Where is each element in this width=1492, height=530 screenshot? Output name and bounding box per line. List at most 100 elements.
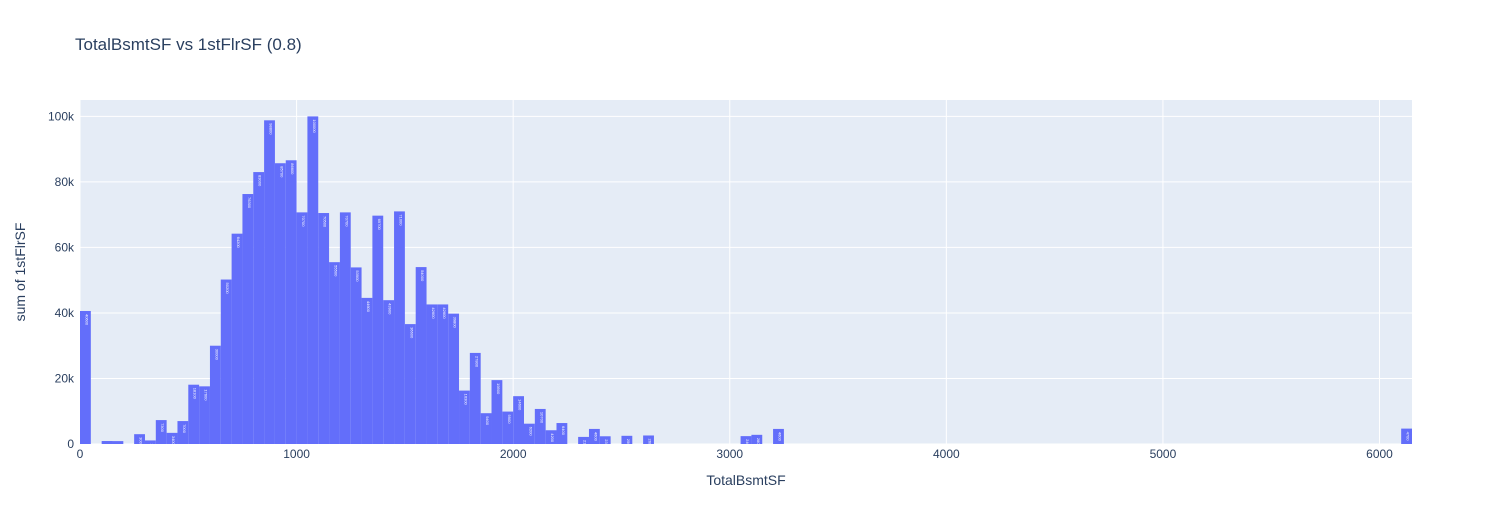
data-label: 9900	[507, 415, 512, 425]
bar	[394, 211, 405, 444]
data-label: 2359	[604, 439, 609, 449]
data-label: 7000	[182, 424, 187, 434]
bar	[101, 441, 113, 444]
bar	[643, 435, 654, 444]
bar	[253, 172, 265, 445]
data-label: 42600	[442, 307, 447, 319]
data-label: 85700	[279, 166, 284, 178]
data-label: 83000	[258, 175, 263, 187]
data-label: 69700	[377, 219, 382, 231]
y-tick-label: 40k	[55, 306, 75, 320]
x-tick-label: 1000	[283, 447, 310, 461]
bar	[491, 380, 503, 444]
bar	[372, 215, 384, 444]
bar	[274, 163, 286, 444]
bar	[415, 267, 427, 444]
data-label: 86600	[290, 163, 295, 175]
bar	[80, 310, 91, 444]
data-label: 9400	[485, 416, 490, 426]
bar	[1401, 428, 1412, 444]
bar	[209, 345, 221, 444]
bar	[426, 304, 438, 444]
data-label: 4600	[593, 432, 598, 442]
bar	[469, 352, 481, 444]
bar	[459, 390, 470, 444]
x-tick-label: 5000	[1150, 447, 1177, 461]
data-label: 14600	[518, 399, 523, 411]
bar	[285, 160, 297, 444]
y-tick-label: 60k	[55, 240, 75, 254]
bar	[383, 300, 395, 444]
data-label: 17600	[204, 389, 209, 401]
bar	[350, 267, 362, 444]
data-label: 70700	[344, 215, 349, 227]
bar	[404, 324, 416, 444]
data-label: 27800	[474, 356, 479, 368]
bar	[155, 420, 167, 444]
data-label: 70700	[301, 215, 306, 227]
bar	[534, 408, 546, 444]
bar	[242, 194, 254, 444]
bar	[437, 304, 449, 444]
data-label: 4700	[1406, 432, 1411, 442]
bar	[480, 413, 492, 444]
data-label: 40600	[84, 314, 89, 326]
data-label: 7300	[160, 423, 165, 433]
x-tick-label: 6000	[1366, 447, 1393, 461]
bar	[524, 423, 535, 444]
data-label: 64200	[236, 237, 241, 249]
data-label: 98800	[269, 123, 274, 135]
data-label: 4200	[550, 433, 555, 443]
data-label: 2164	[583, 440, 588, 450]
data-label: 6200	[528, 427, 533, 437]
bar	[588, 428, 600, 444]
bar	[740, 436, 752, 444]
bar	[199, 386, 210, 444]
data-label: 30000	[214, 349, 219, 361]
bar	[134, 434, 145, 444]
bar	[578, 436, 589, 444]
x-tick-label: 3000	[716, 447, 743, 461]
data-label: 76300	[247, 197, 252, 209]
data-label: 4600	[777, 432, 782, 442]
y-tick-label: 80k	[55, 175, 75, 189]
data-label: 55500	[333, 265, 338, 277]
data-label: 36600	[409, 327, 414, 339]
data-label: 2402	[745, 439, 750, 449]
bar	[545, 430, 557, 444]
data-label: 910	[106, 444, 111, 451]
data-label: 2600	[648, 438, 653, 448]
bar	[339, 212, 351, 444]
data-label: 2500	[626, 439, 631, 449]
bar	[166, 432, 178, 444]
bar	[556, 423, 568, 444]
bar	[329, 262, 340, 444]
data-label: 54000	[420, 270, 425, 282]
bar	[448, 313, 460, 444]
bar	[621, 435, 633, 444]
bar	[318, 213, 330, 444]
data-label: 3000	[139, 437, 144, 447]
bar	[361, 297, 373, 444]
data-label: 2800	[756, 438, 761, 448]
data-label: 886	[117, 444, 122, 451]
x-tick-label: 4000	[933, 447, 960, 461]
data-label: 16300	[463, 394, 468, 406]
y-tick-label: 20k	[55, 371, 75, 385]
y-tick-label: 100k	[48, 109, 75, 123]
bar	[307, 116, 319, 444]
bar	[231, 233, 243, 444]
data-label: 6400	[561, 426, 566, 436]
data-label: 3400	[171, 436, 176, 446]
bar	[599, 436, 611, 444]
bar	[177, 421, 189, 444]
x-tick-label: 0	[77, 447, 84, 461]
bar	[220, 279, 232, 444]
y-axis-title: sum of 1stFlrSF	[12, 223, 28, 322]
x-tick-label: 2000	[500, 447, 527, 461]
bar	[513, 396, 524, 444]
data-label: 50200	[225, 283, 230, 295]
bar	[264, 120, 275, 444]
data-label: 53900	[355, 270, 360, 282]
